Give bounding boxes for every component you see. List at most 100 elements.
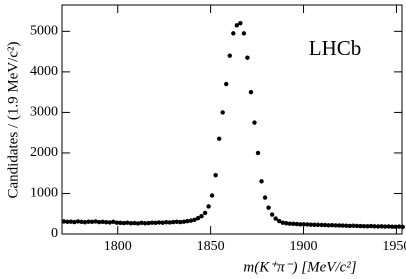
data-point <box>255 150 261 156</box>
data-point <box>142 221 148 226</box>
data-point <box>329 222 335 228</box>
data-point <box>382 224 388 229</box>
data-point <box>209 193 215 198</box>
data-point <box>248 89 254 95</box>
data-point <box>372 224 377 229</box>
data-point <box>178 219 183 225</box>
data-point <box>135 221 141 226</box>
data-point <box>93 219 98 224</box>
y-axis-label: Candidates / (1.9 MeV/c²) <box>5 42 21 199</box>
x-tick-label: 1850 <box>197 239 225 254</box>
data-point <box>351 223 356 228</box>
data-point <box>206 204 211 209</box>
y-tick-label: 0 <box>51 226 58 241</box>
data-point <box>160 220 165 225</box>
data-point <box>393 224 398 229</box>
data-point <box>400 224 405 230</box>
data-point <box>259 179 264 184</box>
data-point <box>347 223 352 229</box>
data-point <box>284 221 289 226</box>
data-point <box>252 120 257 125</box>
data-point <box>266 205 271 210</box>
data-point <box>86 219 91 224</box>
data-point <box>389 224 395 229</box>
data-point <box>195 215 201 221</box>
data-point <box>164 220 169 225</box>
data-point <box>365 224 370 229</box>
data-point <box>224 81 229 87</box>
data-point <box>241 31 247 36</box>
data-point <box>82 220 88 225</box>
data-point <box>276 218 282 224</box>
data-point <box>118 220 123 226</box>
data-point <box>333 223 338 228</box>
data-point <box>111 219 116 225</box>
data-point <box>234 23 240 28</box>
annotation: LHCb <box>309 36 362 60</box>
data-point <box>132 220 137 226</box>
data-point <box>121 220 127 226</box>
y-tick-label: 4000 <box>30 64 58 79</box>
data-point <box>167 220 172 225</box>
data-point <box>319 222 324 228</box>
data-point <box>301 222 307 227</box>
data-point <box>104 220 109 225</box>
data-point <box>216 136 222 141</box>
data-point <box>368 223 374 229</box>
plot-frame <box>61 4 403 235</box>
data-point <box>379 224 384 229</box>
data-point <box>308 222 314 227</box>
data-point <box>305 222 310 227</box>
data-point <box>340 223 345 228</box>
data-point <box>231 31 236 36</box>
data-point <box>192 217 197 223</box>
data-point <box>312 222 317 227</box>
data-point <box>245 55 250 60</box>
data-point <box>185 219 190 224</box>
data-point <box>89 219 95 225</box>
y-tick-label: 2000 <box>30 145 58 160</box>
y-tick-label: 3000 <box>30 105 58 120</box>
data-point <box>344 223 349 228</box>
data-point <box>262 195 268 200</box>
data-point <box>96 219 102 225</box>
data-point <box>100 219 105 225</box>
data-point <box>153 220 158 226</box>
data-point <box>213 173 218 178</box>
data-point <box>220 110 225 115</box>
data-point <box>269 212 275 217</box>
data-point <box>72 219 77 225</box>
data-point <box>139 220 144 226</box>
data-point <box>146 220 151 226</box>
data-point <box>337 223 342 228</box>
data-point <box>238 21 243 26</box>
data-point <box>128 221 134 226</box>
data-point <box>114 220 120 225</box>
data-point <box>68 219 74 224</box>
data-point <box>280 220 285 225</box>
data-point <box>75 219 81 224</box>
data-point <box>315 222 321 228</box>
data-point <box>298 222 303 227</box>
x-axis-label: m(K⁺π⁻) [MeV/c²] <box>243 259 356 275</box>
x-tick-label: 1800 <box>104 239 132 254</box>
data-point <box>386 224 391 229</box>
data-point <box>202 210 208 216</box>
data-point <box>156 220 162 225</box>
data-point <box>149 220 155 225</box>
data-point <box>65 219 70 225</box>
data-point <box>361 224 367 229</box>
data-point <box>354 223 360 229</box>
data-point <box>79 219 84 225</box>
y-tick-label: 1000 <box>30 186 58 201</box>
data-point <box>188 218 194 223</box>
data-point <box>171 219 176 225</box>
x-tick-label: 1900 <box>290 239 318 254</box>
data-point <box>227 53 232 58</box>
data-point <box>294 221 300 227</box>
data-point <box>397 224 402 229</box>
data-point <box>61 219 67 224</box>
data-point <box>322 222 328 228</box>
data-point <box>287 221 292 226</box>
